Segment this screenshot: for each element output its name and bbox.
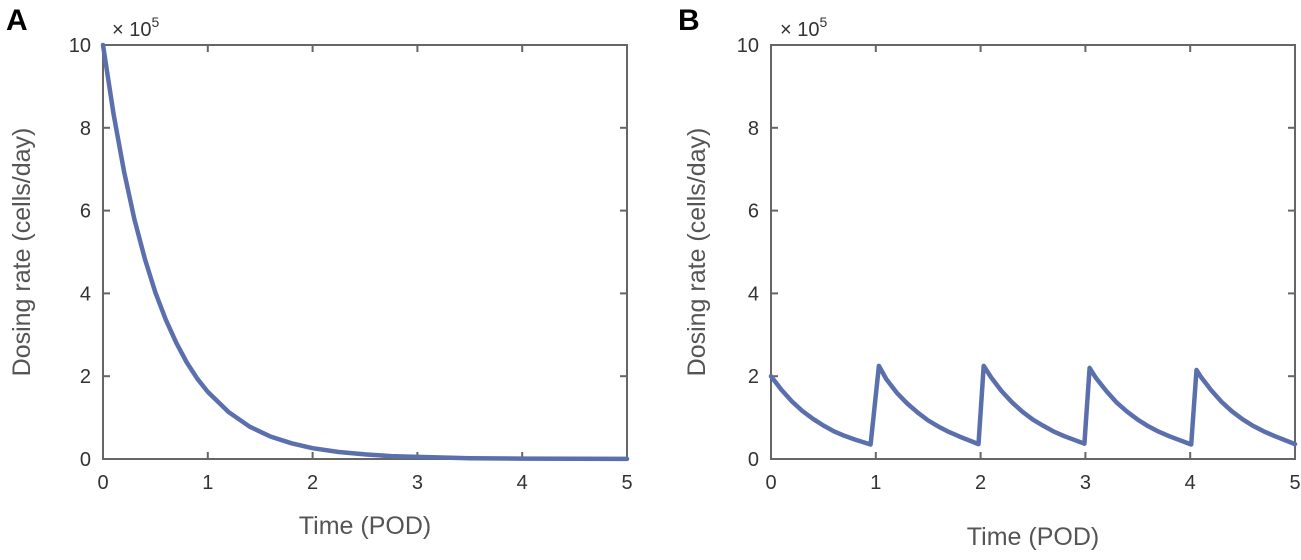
- y-multiplier: × 105: [780, 14, 827, 41]
- panel-a: A 0 1 2 3 4 5 0 2 4 6 8 10 × 105 Time (POD) Dosing rate…: [6, 4, 633, 540]
- y-tick-label: 10: [69, 35, 91, 57]
- plot-frame: [102, 44, 628, 460]
- x-tick-label: 2: [975, 472, 986, 494]
- x-tick-label: 5: [621, 472, 632, 494]
- plot-frame: [770, 44, 1296, 460]
- x-axis-label: Time (POD): [967, 523, 1099, 551]
- x-tick-label: 5: [1289, 472, 1300, 494]
- y-tick-label: 4: [80, 283, 91, 305]
- y-axis-label: Dosing rate (cells/day): [8, 128, 36, 377]
- y-tick-label: 8: [80, 118, 91, 140]
- y-tick-label: 2: [748, 366, 759, 388]
- y-tick-label: 4: [748, 283, 759, 305]
- y-tick-label: 10: [737, 35, 759, 57]
- y-tick-label: 6: [748, 201, 759, 223]
- x-tick-label: 4: [1185, 472, 1196, 494]
- x-axis-label: Time (POD): [299, 512, 431, 540]
- series-line: [768, 363, 1298, 447]
- x-tick-label: 3: [1080, 472, 1091, 494]
- x-tick-label: 2: [307, 472, 318, 494]
- panel-b: B 0 1 2 3 4 5 0 2 4 6 8 10 × 105 Time (POD) Dosing rate…: [678, 4, 1301, 551]
- x-tick-label: 4: [517, 472, 528, 494]
- y-tick-label: 6: [80, 201, 91, 223]
- y-tick-label: 8: [748, 118, 759, 140]
- x-tick-label: 0: [97, 472, 108, 494]
- y-tick-label: 2: [80, 366, 91, 388]
- x-tick-label: 0: [765, 472, 776, 494]
- x-tick-label: 1: [202, 472, 213, 494]
- y-multiplier: × 105: [112, 14, 159, 41]
- x-tick-label: 1: [870, 472, 881, 494]
- y-tick-label: 0: [80, 449, 91, 471]
- y-axis-label: Dosing rate (cells/day): [683, 128, 711, 377]
- x-tick-label: 3: [412, 472, 423, 494]
- y-tick-label: 0: [748, 449, 759, 471]
- series-line: [100, 42, 630, 462]
- panel-label: B: [678, 4, 700, 37]
- panel-label: A: [6, 4, 28, 37]
